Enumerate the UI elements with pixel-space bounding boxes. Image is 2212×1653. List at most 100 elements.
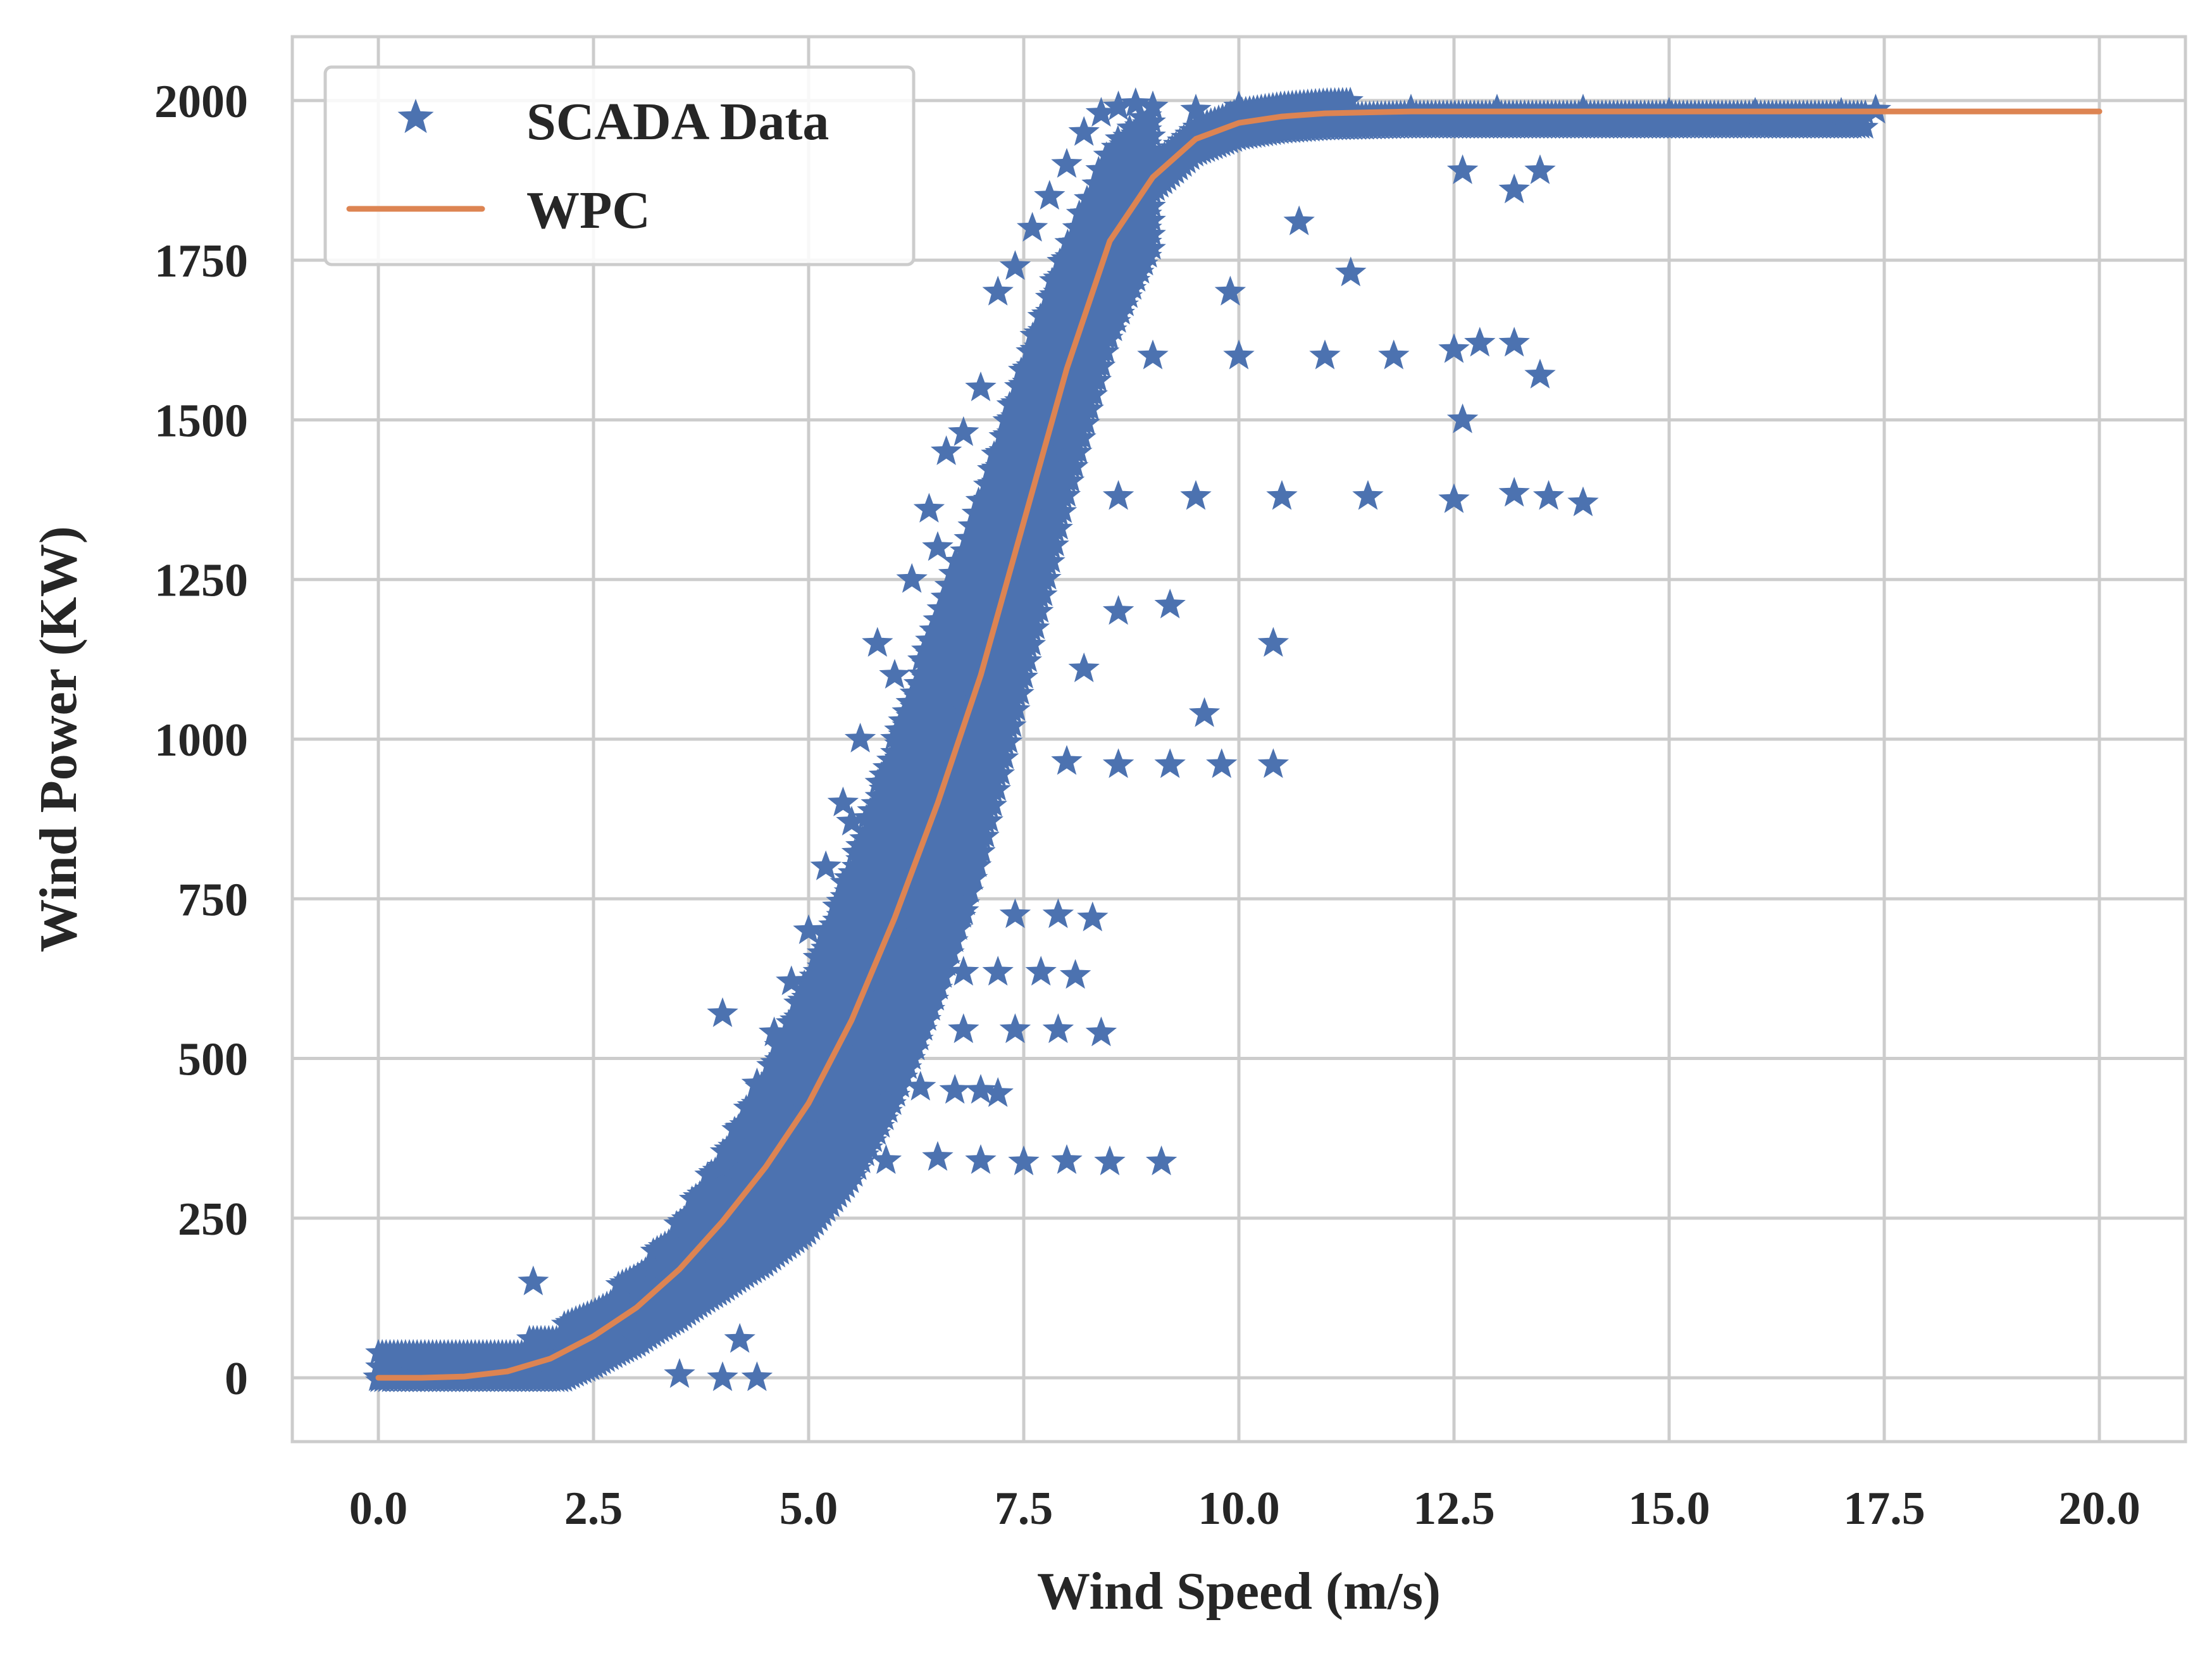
scada-point [1567, 486, 1599, 516]
scada-point [586, 1310, 618, 1340]
scada-point [604, 1294, 635, 1325]
scada-point [1180, 94, 1212, 124]
scada-point [965, 371, 997, 401]
scada-point [982, 275, 1014, 306]
scada-point [965, 1074, 997, 1104]
scada-point [1438, 483, 1470, 513]
scada-point [1223, 90, 1255, 120]
scada-point [1016, 211, 1048, 242]
scada-point [999, 898, 1031, 928]
scada-point [1395, 94, 1427, 124]
scada-point [1137, 90, 1169, 120]
y-axis-title: Wind Power (KW) [29, 526, 88, 952]
scada-point [1154, 748, 1186, 778]
x-tick-label: 15.0 [1628, 1483, 1710, 1535]
scada-point [1481, 94, 1513, 124]
scada-point [1068, 339, 1100, 370]
y-tick-label: 1250 [154, 555, 248, 607]
scada-point [698, 1233, 730, 1264]
scada-point [741, 1361, 773, 1392]
scada-point [690, 1179, 721, 1209]
scada-point [1137, 339, 1169, 370]
scada-point [1042, 1013, 1074, 1044]
scada-point [655, 1233, 687, 1264]
y-tick-label: 500 [178, 1034, 248, 1086]
scada-point [999, 250, 1031, 280]
scada-point [1102, 90, 1134, 120]
scada-point [1524, 358, 1556, 389]
scada-point [879, 659, 910, 689]
scada-point [922, 531, 954, 561]
scada-point [1352, 480, 1384, 510]
scada-point [1223, 339, 1255, 370]
scada-point [913, 786, 945, 816]
scada-point [1498, 477, 1530, 507]
scada-point [913, 492, 945, 523]
scada-point [982, 956, 1014, 986]
scada-point [965, 627, 997, 657]
scada-point [1077, 901, 1109, 932]
scada-point [1498, 173, 1530, 204]
scada-point [1446, 403, 1479, 434]
scada-point [707, 997, 738, 1027]
scada-point [870, 1144, 902, 1174]
scada-point [1145, 1145, 1177, 1176]
scada-point [1042, 898, 1074, 928]
scada-point [518, 1265, 549, 1295]
scada-point [1051, 1144, 1083, 1174]
scada-point [1025, 956, 1057, 986]
y-tick-label: 1750 [154, 235, 248, 287]
scada-point [1860, 94, 1892, 124]
x-tick-label: 0.0 [349, 1483, 408, 1535]
x-tick-label: 2.5 [564, 1483, 623, 1535]
scada-point [1438, 333, 1470, 363]
scada-point [1034, 435, 1066, 465]
scada-point [879, 914, 910, 944]
scada-point [939, 1074, 971, 1104]
x-tick-label: 10.0 [1198, 1483, 1280, 1535]
scada-point [982, 1077, 1014, 1107]
scada-point [948, 895, 979, 925]
scada-point [948, 416, 979, 446]
scada-point [948, 1013, 979, 1044]
scada-point [1102, 748, 1134, 778]
scada-point [1188, 697, 1221, 727]
x-tick-label: 20.0 [2058, 1483, 2141, 1535]
scada-point [1446, 154, 1479, 184]
scada-point [1051, 390, 1083, 421]
scada-point [621, 1323, 652, 1353]
scada-point [750, 1157, 781, 1187]
scada-point [1102, 595, 1134, 625]
scada-point [922, 1141, 954, 1171]
legend: SCADA Data WPC [323, 65, 916, 266]
scada-point [836, 806, 867, 836]
wpc-line [375, 108, 2103, 1381]
scada-point [1085, 97, 1117, 127]
scada-point [707, 1151, 738, 1181]
scada-point [1378, 339, 1410, 370]
scada-point [982, 563, 1014, 593]
scada-point [862, 965, 893, 995]
scada-point [1206, 748, 1238, 778]
y-tick-label: 0 [225, 1353, 248, 1405]
scada-point [776, 965, 807, 995]
scada-point [1094, 1145, 1126, 1176]
scada-point [1120, 87, 1152, 117]
scada-point [1034, 180, 1066, 210]
legend-scada-marker [397, 99, 434, 134]
scada-point [1051, 745, 1083, 775]
scada-point [621, 1275, 652, 1305]
scada-point [1567, 94, 1599, 124]
scada-point [948, 690, 979, 721]
scada-point [1335, 256, 1367, 287]
scada-point [793, 914, 824, 944]
y-tick-label: 1500 [154, 395, 248, 447]
y-tick-label: 750 [178, 874, 248, 926]
legend-star-icon [397, 99, 434, 134]
scada-point [1309, 339, 1341, 370]
scada-point [965, 1144, 997, 1174]
scada-point [664, 1358, 695, 1388]
x-tick-label: 7.5 [995, 1483, 1053, 1535]
scada-point [896, 1013, 928, 1044]
